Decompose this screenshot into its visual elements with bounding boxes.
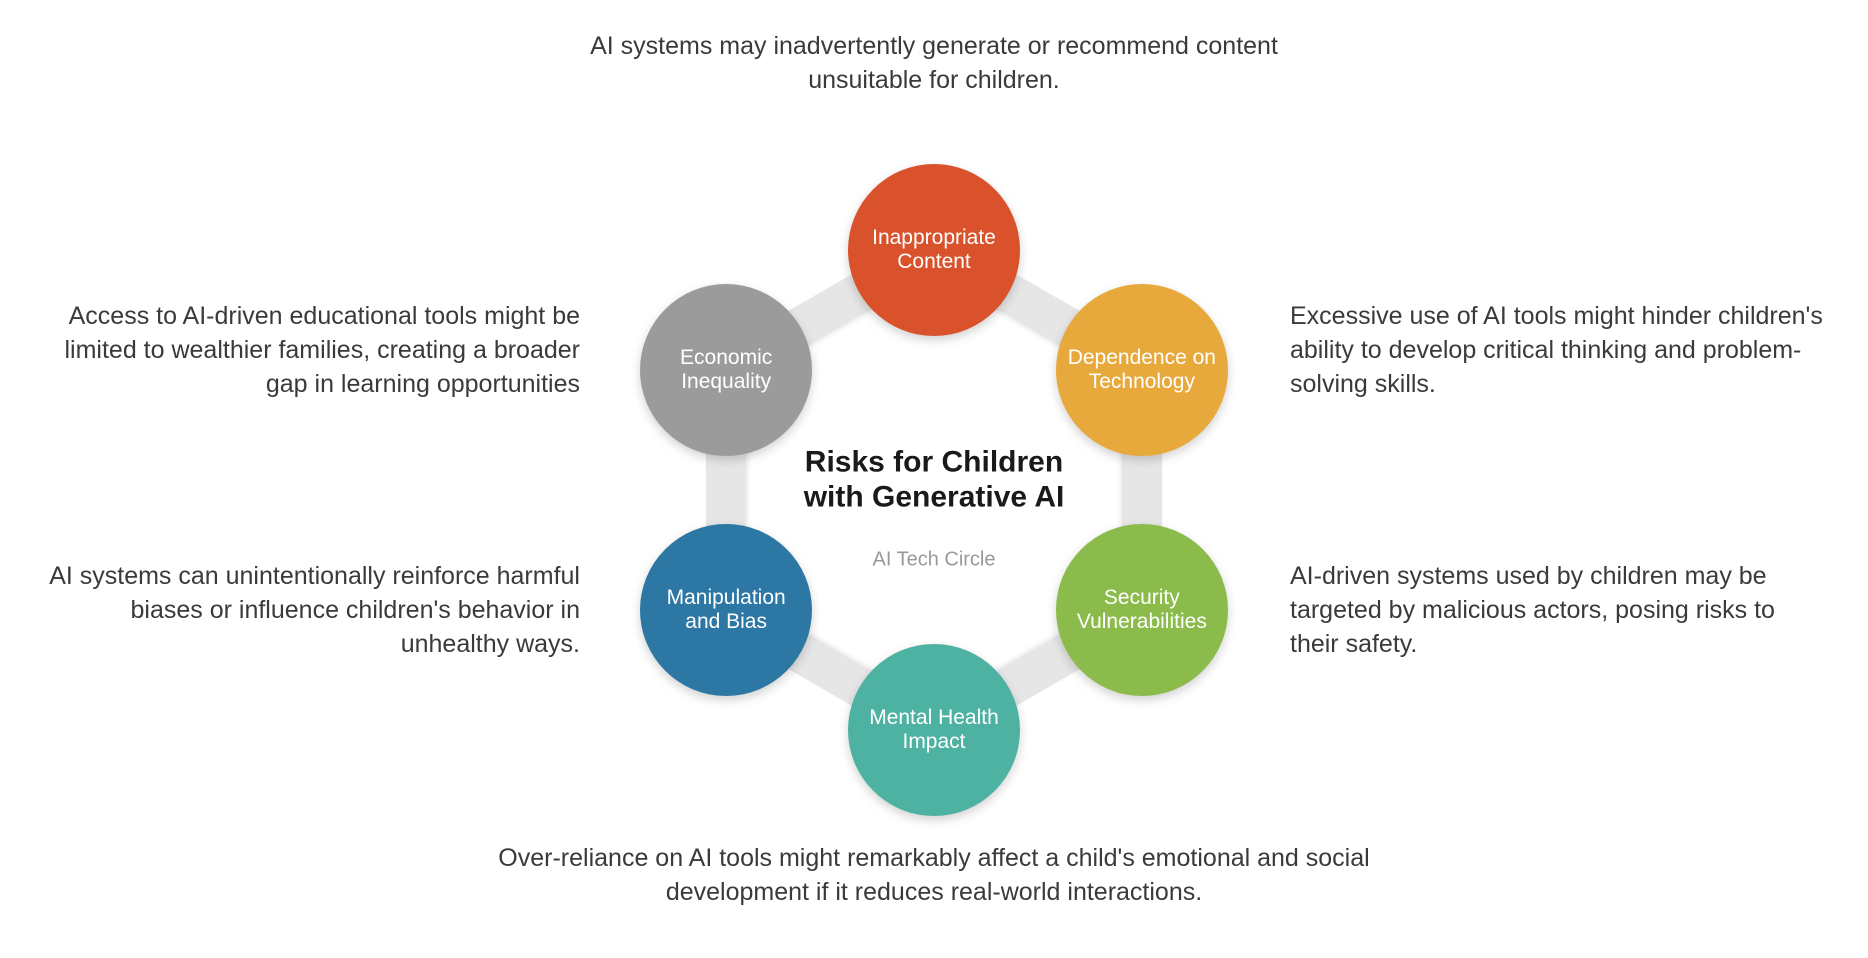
desc-inappropriate-content: AI systems may inadvertently generate or… [554, 30, 1314, 98]
center-subtitle: AI Tech Circle [872, 549, 995, 572]
desc-security-vulnerabilities: AI-driven systems used by children may b… [1290, 560, 1830, 661]
node-security-vulnerabilities: Security Vulnerabilities [1056, 524, 1228, 696]
desc-dependence-technology: Excessive use of AI tools might hinder c… [1290, 300, 1830, 401]
desc-manipulation-bias: AI systems can unintentionally reinforce… [40, 560, 580, 661]
desc-economic-inequality: Access to AI-driven educational tools mi… [40, 300, 580, 401]
desc-mental-health-impact: Over-reliance on AI tools might remarkab… [484, 842, 1384, 910]
node-manipulation-bias: Manipulation and Bias [640, 524, 812, 696]
node-inappropriate-content: Inappropriate Content [848, 164, 1020, 336]
center-title: Risks for Children with Generative AI [784, 446, 1084, 515]
risks-infographic: Risks for Children with Generative AI AI … [0, 0, 1868, 958]
node-economic-inequality: Economic Inequality [640, 284, 812, 456]
node-mental-health-impact: Mental Health Impact [848, 644, 1020, 816]
node-dependence-technology: Dependence on Technology [1056, 284, 1228, 456]
